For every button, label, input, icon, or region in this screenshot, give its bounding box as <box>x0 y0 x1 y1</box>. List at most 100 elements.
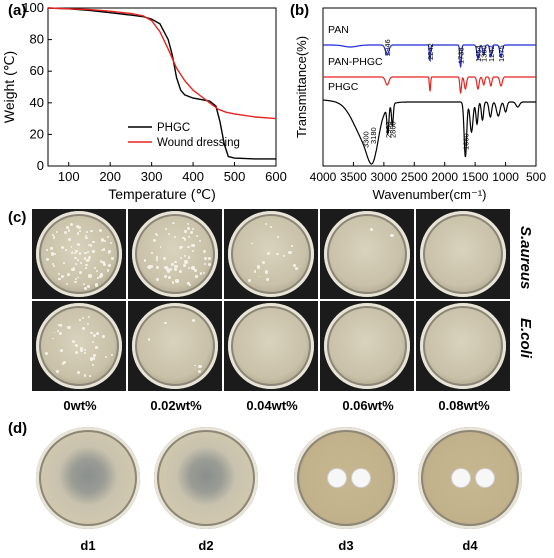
bacterial-colony <box>370 228 374 232</box>
x-tick-label: 4000 <box>310 170 337 184</box>
bacterial-colony <box>84 251 88 255</box>
bacterial-colony <box>184 260 188 264</box>
bacterial-colony <box>87 255 92 259</box>
bacterial-colony <box>92 241 95 244</box>
bacterial-colony <box>61 362 65 365</box>
petri-dish-photo <box>224 301 318 391</box>
bacterial-colony <box>163 256 167 260</box>
bacterial-colony <box>199 272 202 275</box>
bacterial-colony <box>56 230 59 233</box>
x-tick-label: 2000 <box>431 170 458 184</box>
panel-label-b: (b) <box>290 2 310 19</box>
series-label: PAN-PHGC <box>328 56 383 68</box>
bacterial-colony <box>84 263 88 267</box>
petri-dish <box>420 303 506 389</box>
bacterial-colony <box>89 357 94 361</box>
bacterial-colony <box>55 369 60 374</box>
bacterial-colony <box>176 279 179 282</box>
bacterial-colony <box>258 275 261 278</box>
bacterial-colony <box>76 232 80 235</box>
panel-label-d: (d) <box>8 420 28 437</box>
bacterial-colony <box>189 284 192 287</box>
bacterial-colony <box>150 252 153 254</box>
bacterial-colony <box>60 245 65 249</box>
petri-dish-photo <box>224 209 318 299</box>
bacterial-colony <box>288 251 292 255</box>
concentration-label: 0wt% <box>63 398 97 413</box>
bacterial-colony <box>248 278 252 282</box>
legend-label: Wound dressing <box>157 137 240 149</box>
bacterial-colony <box>100 273 104 277</box>
bacterial-colony <box>82 327 86 331</box>
bacterial-colony <box>171 263 174 266</box>
bacterial-colony <box>283 255 285 257</box>
bacterial-colony <box>107 269 110 272</box>
bacterial-colony <box>100 248 104 251</box>
bacterial-colony <box>74 281 77 284</box>
x-tick-label: 500 <box>526 170 546 184</box>
bacterial-colony <box>52 234 55 236</box>
sample-disk <box>352 469 370 487</box>
bacterial-colony <box>45 257 49 261</box>
bacterial-colony <box>94 266 96 269</box>
bacterial-colony <box>156 258 158 261</box>
peak-annotation: 2946 <box>383 39 392 56</box>
y-tick-label: 40 <box>30 95 44 110</box>
bacterial-colony <box>203 262 207 266</box>
bacterial-colony <box>52 337 54 340</box>
bacterial-colony <box>80 262 82 264</box>
peak-annotation: 3300 <box>362 131 371 148</box>
bacterial-colony <box>152 238 156 242</box>
petri-dish-photo <box>32 301 126 391</box>
bacterial-colony <box>75 263 78 266</box>
bacterial-colony <box>90 331 93 335</box>
bacterial-colony <box>187 256 191 259</box>
bacterial-colony <box>91 363 95 367</box>
bacterial-colony <box>202 249 206 253</box>
bacterial-colony <box>256 265 261 269</box>
petri-dish <box>418 427 522 529</box>
bacterial-colony <box>106 236 109 239</box>
bacterial-colony <box>61 274 65 278</box>
bacterial-colony <box>85 230 88 233</box>
bacterial-colony <box>167 233 170 236</box>
spectrum-line-pan <box>323 44 536 69</box>
bacterial-colony <box>174 268 178 272</box>
peak-annotation: 1075 <box>497 45 506 62</box>
bacterial-colony <box>92 341 95 344</box>
bacterial-colony <box>72 340 75 343</box>
peak-annotation: 1660 <box>461 133 470 150</box>
bacterial-colony <box>53 331 56 334</box>
bacterial-colony <box>198 364 202 368</box>
bacterial-colony <box>253 270 257 273</box>
x-axis-label: Wavenumber(cm⁻¹) <box>372 187 486 202</box>
petri-dish <box>36 427 140 529</box>
inhibition-photo <box>30 425 146 531</box>
plot-frame <box>322 7 537 167</box>
bacterial-colony <box>183 237 187 241</box>
x-tick-label: 100 <box>58 169 80 184</box>
panel-label-c: (c) <box>8 209 27 226</box>
bacterial-colony <box>77 276 79 279</box>
bacterial-colony <box>192 228 194 231</box>
bacterial-colony <box>192 249 194 252</box>
bacterial-colony <box>65 282 69 286</box>
bacterial-colony <box>156 234 159 237</box>
bacterial-colony <box>52 235 55 238</box>
bacterial-colony <box>183 263 187 267</box>
bacterial-colony <box>69 222 73 226</box>
bacterial-colony <box>77 243 81 247</box>
bacterial-colony <box>50 252 54 256</box>
bacterial-colony <box>93 334 96 338</box>
bacterial-colony <box>96 277 99 279</box>
photo-label: d1 <box>80 538 96 553</box>
bacterial-colony <box>89 229 93 233</box>
bacterial-colony <box>51 263 54 266</box>
petri-dish <box>324 303 410 389</box>
bacterial-colony <box>165 267 169 271</box>
bacterial-colony <box>111 257 115 261</box>
bacterial-colony <box>78 229 81 232</box>
petri-dish-photo <box>416 301 510 391</box>
bacterial-colony <box>107 263 111 267</box>
bacterial-colony <box>93 354 97 357</box>
